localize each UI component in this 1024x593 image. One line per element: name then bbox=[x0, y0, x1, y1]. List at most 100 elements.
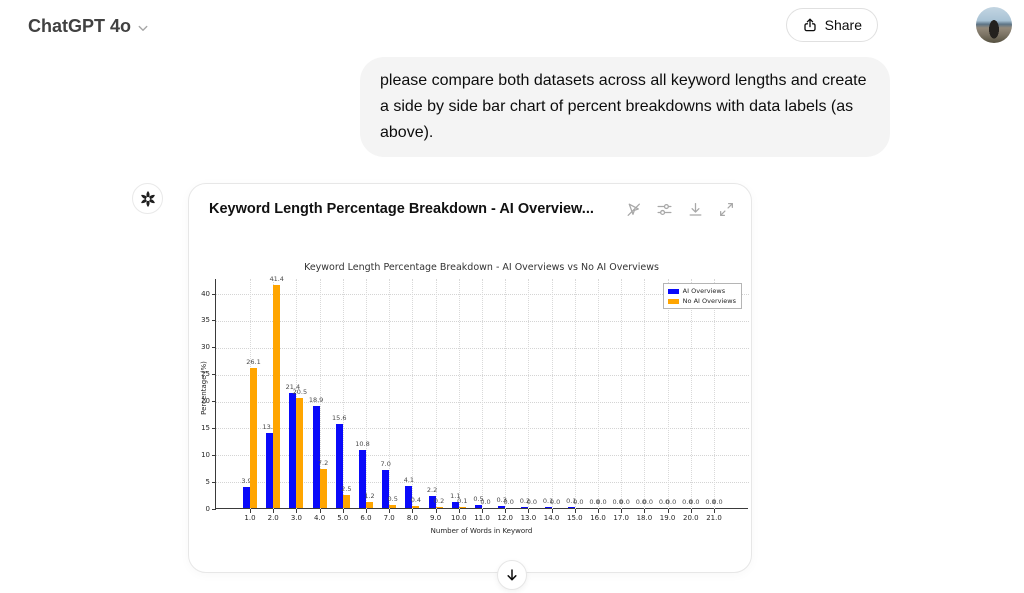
chart-card-toolbar bbox=[625, 201, 735, 218]
cursor-off-icon[interactable] bbox=[625, 201, 642, 218]
bar-no-ai-overviews bbox=[412, 505, 420, 508]
chart-card-title: Keyword Length Percentage Breakdown - AI… bbox=[209, 201, 594, 217]
user-avatar[interactable] bbox=[976, 7, 1012, 43]
bar-value-label: 41.4 bbox=[269, 275, 284, 284]
x-tick-label: 5.0 bbox=[337, 514, 349, 522]
share-button[interactable]: Share bbox=[785, 8, 878, 42]
bar-no-ai-overviews bbox=[273, 285, 281, 508]
bar-ai-overviews bbox=[544, 507, 552, 508]
bar-value-label: 0.5 bbox=[387, 495, 398, 504]
bar-value-label: 0.0 bbox=[635, 498, 647, 506]
model-switcher[interactable]: ChatGPT 4o bbox=[22, 12, 155, 41]
bar-no-ai-overviews bbox=[319, 469, 327, 508]
bar-value-label: 0.0 bbox=[526, 498, 538, 506]
bar-value-label: 0.0 bbox=[480, 498, 491, 506]
y-tick-mark bbox=[212, 347, 216, 349]
grid-line-v bbox=[505, 279, 507, 509]
bar-ai-overviews bbox=[428, 496, 436, 508]
x-tick-label: 1.0 bbox=[244, 514, 256, 522]
grid-line-v bbox=[574, 279, 576, 509]
scroll-to-bottom-button[interactable] bbox=[497, 560, 527, 590]
y-tick-mark bbox=[212, 454, 216, 456]
bar-value-label: 0.0 bbox=[612, 498, 623, 506]
y-tick-mark bbox=[212, 401, 216, 402]
legend-entry: No AI Overviews bbox=[667, 297, 736, 305]
x-tick-mark bbox=[273, 509, 275, 513]
bar-value-label: 0.0 bbox=[589, 498, 600, 506]
bar-value-label: 21.4 bbox=[285, 382, 301, 391]
bar-value-label: 1.1 bbox=[450, 492, 461, 501]
bar-value-label: 10.8 bbox=[355, 439, 370, 448]
bar-value-label: 0.5 bbox=[473, 495, 484, 504]
bar-ai-overviews bbox=[359, 449, 366, 508]
grid-line-v bbox=[667, 279, 669, 509]
bar-no-ai-overviews bbox=[342, 494, 350, 508]
y-tick-label: 30 bbox=[201, 343, 210, 352]
y-tick-label: 25 bbox=[201, 370, 210, 379]
grid-line-v bbox=[412, 279, 414, 509]
x-tick-mark bbox=[574, 509, 576, 513]
bar-value-label: 0.4 bbox=[410, 495, 422, 504]
y-tick-label: 5 bbox=[205, 477, 210, 486]
bar-value-label: 0.0 bbox=[596, 498, 607, 506]
sliders-icon[interactable] bbox=[656, 201, 673, 218]
x-tick-mark bbox=[690, 509, 692, 513]
x-tick-mark bbox=[667, 509, 669, 513]
legend-label: AI Overviews bbox=[682, 287, 726, 295]
y-tick-mark bbox=[212, 508, 216, 510]
grid-line-v bbox=[435, 279, 437, 509]
bar-ai-overviews bbox=[405, 485, 413, 508]
bar-ai-overviews bbox=[451, 502, 459, 508]
bar-value-label: 0.0 bbox=[712, 498, 723, 506]
x-axis-label: Number of Words in Keyword bbox=[430, 527, 533, 535]
x-tick-label: 9.0 bbox=[430, 514, 442, 522]
x-tick-mark bbox=[412, 509, 414, 513]
y-tick-mark bbox=[212, 481, 216, 483]
openai-logo-icon bbox=[139, 190, 156, 207]
expand-icon[interactable] bbox=[718, 201, 735, 218]
x-tick-mark bbox=[551, 509, 553, 513]
x-tick-mark bbox=[621, 509, 623, 513]
bar-value-label: 13.9 bbox=[262, 423, 277, 432]
bar-value-label: 3.9 bbox=[241, 477, 252, 486]
download-icon[interactable] bbox=[687, 201, 704, 218]
bar-value-label: 0.0 bbox=[689, 498, 700, 506]
x-tick-mark bbox=[319, 509, 321, 513]
bar-ai-overviews bbox=[312, 406, 320, 508]
grid-line-v bbox=[366, 279, 367, 509]
share-upload-icon bbox=[803, 18, 816, 32]
x-tick-label: 6.0 bbox=[360, 514, 372, 522]
bar-value-label: 0.0 bbox=[665, 498, 677, 506]
bar-ai-overviews bbox=[498, 506, 506, 508]
x-tick-mark bbox=[458, 509, 460, 513]
grid-line-v bbox=[319, 279, 321, 509]
x-tick-mark bbox=[528, 509, 530, 513]
bar-value-label: 0.0 bbox=[573, 498, 584, 506]
grid-line-v bbox=[528, 279, 530, 509]
grid-line-v bbox=[644, 279, 646, 509]
x-tick-mark bbox=[482, 509, 483, 513]
bar-value-label: 7.2 bbox=[317, 459, 329, 468]
x-tick-mark bbox=[296, 509, 298, 513]
x-tick-mark bbox=[644, 509, 646, 513]
chart-figure: Keyword Length Percentage Breakdown - AI… bbox=[189, 228, 753, 558]
x-tick-label: 16.0 bbox=[590, 514, 606, 522]
user-message-text: please compare both datasets across all … bbox=[380, 72, 867, 141]
x-tick-mark bbox=[366, 509, 367, 513]
chart-card-header: Keyword Length Percentage Breakdown - AI… bbox=[189, 184, 751, 228]
x-tick-label: 8.0 bbox=[406, 514, 418, 522]
x-tick-label: 15.0 bbox=[567, 514, 583, 522]
bar-ai-overviews bbox=[266, 433, 274, 508]
bar-value-label: 0.2 bbox=[433, 496, 445, 505]
bar-ai-overviews bbox=[521, 506, 529, 508]
bar-value-label: 0.2 bbox=[519, 496, 531, 505]
grid-line-v bbox=[458, 279, 460, 509]
y-tick-label: 40 bbox=[201, 289, 210, 298]
model-switcher-label: ChatGPT 4o bbox=[28, 16, 132, 36]
bar-value-label: 20.5 bbox=[292, 387, 308, 396]
grid-line-v bbox=[598, 279, 599, 509]
bar-value-label: 0.0 bbox=[503, 498, 514, 506]
x-tick-mark bbox=[505, 509, 507, 513]
bar-value-label: 1.2 bbox=[364, 491, 375, 500]
